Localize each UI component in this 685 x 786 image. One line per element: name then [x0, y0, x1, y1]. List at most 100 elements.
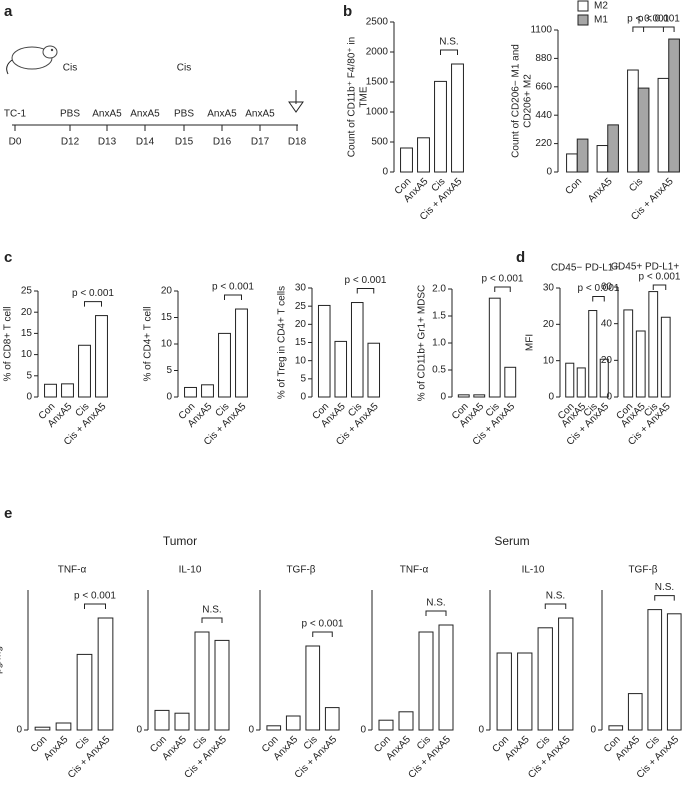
- bar: [214, 639, 230, 731]
- y-axis-label: % of CD8+ T cell: [3, 307, 14, 382]
- bar: [637, 87, 650, 173]
- y-tick-label: 25: [21, 286, 33, 297]
- chart-title: TNF-α: [58, 565, 87, 576]
- bar: [55, 722, 72, 731]
- annotation: N.S.: [202, 605, 221, 616]
- day-label: D0: [9, 137, 22, 148]
- annotation: p < 0.001: [345, 275, 387, 286]
- y-axis-label: Count of CD206− M1 and: [511, 44, 522, 158]
- y-tick-label: 5: [166, 365, 172, 376]
- bar: [438, 624, 454, 731]
- annotation: p < 0.001: [72, 288, 114, 299]
- bar: [95, 315, 108, 398]
- y-tick-label: 20: [21, 307, 33, 318]
- bar: [608, 725, 624, 731]
- bar: [334, 340, 348, 398]
- y-tick-label: 15: [161, 312, 173, 323]
- y-tick-label: 1.0: [432, 338, 446, 349]
- y-tick-label: 1000: [366, 107, 389, 118]
- bracket: [312, 631, 333, 637]
- bar: [266, 725, 282, 731]
- bracket: [494, 286, 511, 292]
- bar: [576, 138, 589, 173]
- bar: [517, 652, 533, 731]
- y-tick-label: 0: [590, 725, 596, 736]
- bar: [154, 709, 170, 731]
- bracket: [544, 603, 567, 609]
- y-tick-label: 20: [601, 355, 613, 366]
- bar: [627, 69, 639, 173]
- day-label: D18: [288, 137, 307, 148]
- bar: [660, 316, 671, 398]
- bar: [635, 330, 646, 398]
- y-tick-label: 1500: [366, 77, 389, 88]
- y-tick-label: 30: [543, 283, 555, 294]
- bar: [174, 712, 190, 731]
- y-tick-label: 880: [535, 53, 552, 64]
- bar: [194, 631, 210, 731]
- bar: [400, 147, 413, 173]
- day-label: D15: [175, 137, 194, 148]
- bar: [184, 386, 197, 398]
- x-tick-label: AnxA5: [42, 734, 71, 763]
- annotation: p < 0.001: [578, 283, 620, 294]
- chart-title: TGF-β: [628, 565, 657, 576]
- bracket: [224, 294, 242, 301]
- bar: [418, 631, 434, 731]
- annotation: p < 0.001: [74, 591, 116, 602]
- annotation: N.S.: [655, 582, 674, 593]
- bar: [201, 384, 214, 398]
- y-tick-label: 0: [136, 725, 142, 736]
- bracket: [84, 603, 106, 609]
- chart-title: TNF-α: [400, 565, 429, 576]
- bracket: [84, 301, 102, 307]
- bar: [417, 137, 430, 173]
- bar: [76, 653, 93, 731]
- bar: [623, 309, 634, 398]
- y-tick-label: 15: [21, 328, 33, 339]
- x-tick-label: Cis: [627, 176, 645, 194]
- bar: [78, 344, 91, 398]
- bar: [596, 145, 609, 173]
- y-tick-label: 20: [161, 286, 173, 297]
- chart-title: IL-10: [522, 565, 545, 576]
- y-tick-label: 1.5: [432, 311, 446, 322]
- y-tick-label: 0: [546, 167, 552, 178]
- chart-title: IL-10: [179, 565, 202, 576]
- y-tick-label: 0: [300, 392, 306, 403]
- panel-label: e: [4, 505, 12, 522]
- bar: [599, 358, 609, 398]
- y-tick-label: 20: [295, 319, 307, 330]
- bracket: [652, 284, 667, 290]
- annotation: p < 0.001: [302, 619, 344, 630]
- annotation: p < 0.001: [482, 274, 524, 285]
- day-label: D16: [213, 137, 232, 148]
- bar: [627, 693, 643, 731]
- bar: [218, 332, 231, 398]
- y-tick-label: 60: [601, 282, 613, 293]
- cis-label: Cis: [177, 63, 191, 74]
- y-tick-label: 2000: [366, 47, 389, 58]
- bar: [451, 63, 464, 173]
- start-label: TC-1: [4, 109, 27, 120]
- cis-label: Cis: [63, 63, 77, 74]
- arrow: [288, 90, 304, 113]
- chart-title: TGF-β: [286, 565, 315, 576]
- y-tick-label: 660: [535, 81, 552, 92]
- y-tick-label: 0: [382, 167, 388, 178]
- bar: [44, 383, 57, 398]
- panel-label: a: [4, 3, 13, 20]
- annotation: p < 0.001: [638, 14, 680, 25]
- y-tick-label: 10: [295, 355, 307, 366]
- bar: [367, 342, 381, 398]
- bracket: [643, 26, 675, 33]
- y-tick-label: 0: [548, 392, 554, 403]
- bracket: [632, 26, 664, 33]
- chart-title: CD45+ PD-L1+: [611, 262, 680, 273]
- treatment-label: AnxA5: [92, 109, 122, 120]
- legend-swatch: [577, 0, 589, 12]
- bar: [398, 711, 414, 731]
- bar: [558, 617, 574, 731]
- y-tick-label: 30: [295, 283, 307, 294]
